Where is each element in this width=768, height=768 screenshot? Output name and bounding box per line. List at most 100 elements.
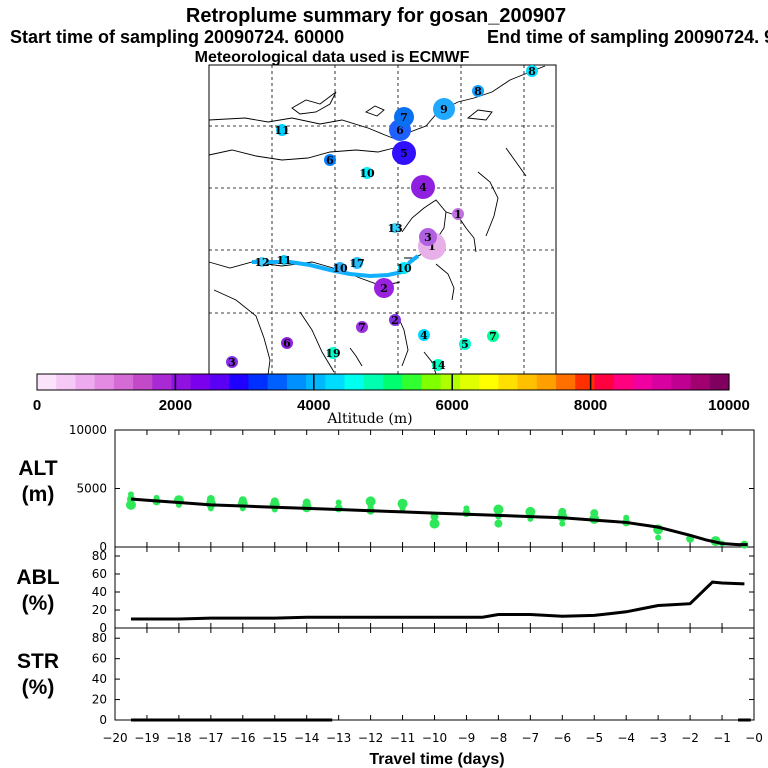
y-tick-label: 80 <box>92 549 107 563</box>
colorbar-cell <box>56 374 77 390</box>
map-extra-marker <box>526 65 538 77</box>
x-tick-label: −20 <box>102 731 127 745</box>
map-marker-label: 13 <box>387 222 402 235</box>
map-extra-label: 14 <box>430 359 446 372</box>
map-extra-marker <box>324 154 336 166</box>
map-extra-label: 10 <box>359 167 375 180</box>
map-extra-label: 10 <box>332 262 348 275</box>
map-extra-label: 8 <box>528 65 536 78</box>
colorbar-cell <box>94 374 115 390</box>
map-marker-label: 5 <box>400 147 408 160</box>
map-marker-label: 11 <box>276 254 291 267</box>
colorbar-cell <box>556 374 576 390</box>
colorbar-cell <box>229 374 250 390</box>
map-extra-label: 5 <box>461 338 469 351</box>
panels-frame <box>114 429 755 721</box>
colorbar-major-dividers <box>174 374 592 390</box>
alt-scatter-point <box>493 504 504 515</box>
colorbar-cell <box>37 374 57 390</box>
map-marker <box>374 278 394 298</box>
map-extra-marker <box>487 330 499 342</box>
time-series-panels: ALT (m) ABL (%) STR (%) 0 5000 10000 0 20 40… <box>16 423 762 768</box>
alt-scatter-point <box>125 499 136 510</box>
y-tick-label: 5000 <box>76 482 107 496</box>
alt-scatter-point <box>655 534 662 541</box>
y-tick-label: 20 <box>92 603 107 617</box>
y-tick-label: 0 <box>99 621 107 635</box>
map-frame <box>208 64 557 376</box>
y-tick-label: 60 <box>92 567 107 581</box>
alt-panel-name: ALT <box>18 457 57 480</box>
str-panel-unit: (%) <box>22 676 55 699</box>
y-tick-label: 10000 <box>69 423 107 437</box>
map-marker <box>419 228 437 246</box>
x-tick-label: −9 <box>458 731 476 745</box>
colorbar-cell <box>267 374 288 390</box>
map-extra-marker <box>226 356 238 368</box>
colorbar-cells <box>37 374 730 390</box>
main-title: Retroplume summary for gosan_200907 <box>186 5 566 27</box>
map-marker-label: 8 <box>474 85 482 98</box>
y-tick-label: 0 <box>99 713 107 727</box>
x-tick-label: −0 <box>745 731 763 745</box>
y-tick-label: 60 <box>92 652 107 666</box>
map-extra-label: 4 <box>420 329 428 342</box>
alt-scatter-point <box>365 496 376 507</box>
x-tick-label: −2 <box>681 731 699 745</box>
alt-scatter-point <box>429 518 440 529</box>
colorbar-cell <box>594 374 615 390</box>
map-extra-label: 17 <box>349 257 364 270</box>
map-marker-label: 3 <box>424 231 432 244</box>
y-tick-label: 80 <box>92 631 107 645</box>
colorbar-cell <box>133 374 153 390</box>
map-marker-label: 10 <box>396 262 412 275</box>
y-tick-label: 0 <box>99 540 107 554</box>
colorbar-cell <box>113 374 134 390</box>
map-extra-label: 19 <box>325 347 340 360</box>
alt-scatter-point <box>207 505 214 512</box>
x-tick-label: −4 <box>617 731 635 745</box>
colorbar-cell <box>402 374 423 390</box>
map-marker-label: 2 <box>380 282 388 295</box>
colorbar-cell <box>479 374 499 390</box>
map-marker-label: 6 <box>396 124 404 137</box>
map-extra-marker <box>361 167 373 179</box>
map-marker <box>392 141 416 165</box>
x-tick-label: −10 <box>422 731 447 745</box>
colorbar-cell <box>613 374 634 390</box>
map-extra-label: 2 <box>391 314 399 327</box>
y-tick-label: 40 <box>92 672 107 686</box>
x-tick-label: −6 <box>553 731 571 745</box>
alt-scatter-point <box>399 505 406 512</box>
x-tick-label: −15 <box>262 731 287 745</box>
colorbar-tick-label: 4000 <box>297 397 330 414</box>
map-extra-label: 3 <box>228 356 236 369</box>
abl-panel-unit: (%) <box>22 592 55 615</box>
abl-plot: 0 20 40 60 80 <box>92 547 755 635</box>
map-marker <box>390 223 400 233</box>
x-tick-label: −3 <box>649 731 667 745</box>
abl-panel-name: ABL <box>16 566 59 589</box>
map-extra-marker <box>452 208 464 220</box>
x-tick-label: −7 <box>521 731 539 745</box>
map-extra-label: 7 <box>489 330 497 343</box>
colorbar-cell <box>190 374 211 390</box>
map-marker <box>257 257 267 267</box>
map-marker-label: 12 <box>254 256 269 269</box>
colorbar-frame <box>36 373 730 391</box>
map-extra-marker <box>432 359 444 371</box>
alt-scatter-point <box>335 499 342 506</box>
map-extra-marker <box>281 337 293 349</box>
alt-plot: 0 5000 10000 <box>69 423 755 554</box>
map-marker-label: 4 <box>419 181 427 194</box>
colorbar-tick-labels: 0 2000 4000 6000 8000 10000 <box>33 397 750 414</box>
x-tick-label: −19 <box>134 731 159 745</box>
x-tick-label: −18 <box>166 731 191 745</box>
x-tick-label: −11 <box>390 731 415 745</box>
map-extra-label: 6 <box>283 337 291 350</box>
colorbar-cell <box>517 374 538 390</box>
map-marker-label: 7 <box>400 111 408 124</box>
